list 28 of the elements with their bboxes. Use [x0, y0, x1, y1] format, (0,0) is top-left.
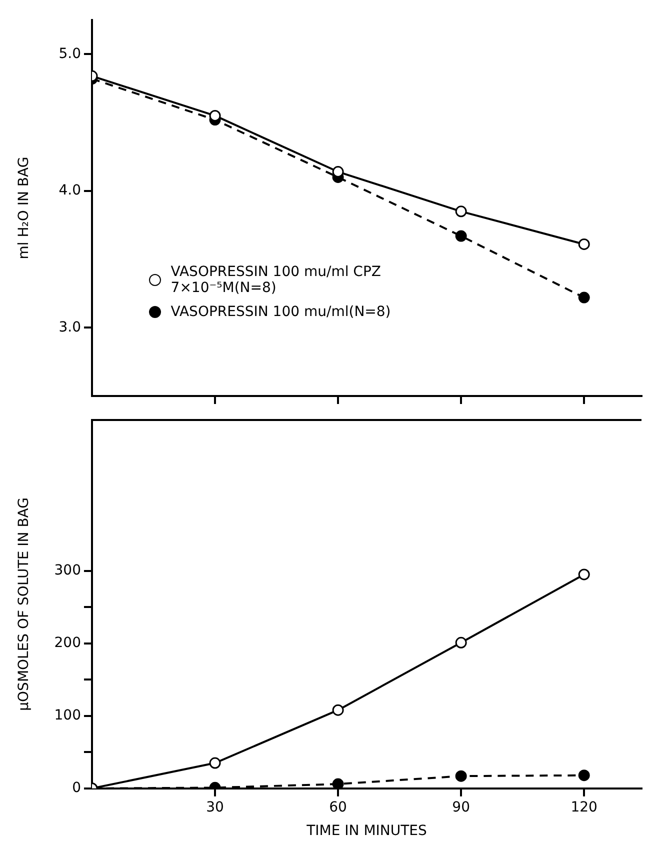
- point: [578, 568, 590, 580]
- point: [455, 636, 467, 648]
- y-tick-label: 5.0: [58, 46, 81, 62]
- point: [332, 704, 344, 716]
- y-tick-label: 200: [54, 635, 81, 651]
- x-tick-label: 30: [206, 799, 224, 816]
- point: [332, 778, 344, 788]
- y-axis-title: µOSMOLES OF SOLUTE IN BAG: [16, 498, 32, 711]
- point: [578, 238, 590, 250]
- point: [455, 770, 467, 782]
- point: [209, 110, 221, 122]
- x-axis-title: TIME IN MINUTES: [306, 823, 428, 840]
- x-tick-label: 120: [570, 799, 598, 816]
- point: [578, 770, 590, 782]
- y-tick-label: 3.0: [58, 319, 81, 336]
- point: [209, 757, 221, 769]
- y-tick-label: 4.0: [58, 182, 81, 199]
- y-tick-label: 300: [54, 562, 81, 578]
- y-axis-title: ml H₂O IN BAG: [16, 156, 32, 260]
- point: [455, 230, 467, 242]
- legend-label: VASOPRESSIN 100 mu/ml(N=8): [170, 304, 391, 320]
- x-tick-label: 90: [452, 799, 470, 816]
- y-tick-label: 0: [72, 780, 81, 796]
- y-tick-label: 100: [54, 708, 81, 724]
- point: [578, 292, 590, 304]
- point: [455, 206, 467, 218]
- legend-label: VASOPRESSIN 100 mu/ml CPZ 7×10⁻⁵M(N=8): [170, 264, 382, 296]
- x-tick-label: 60: [329, 799, 347, 816]
